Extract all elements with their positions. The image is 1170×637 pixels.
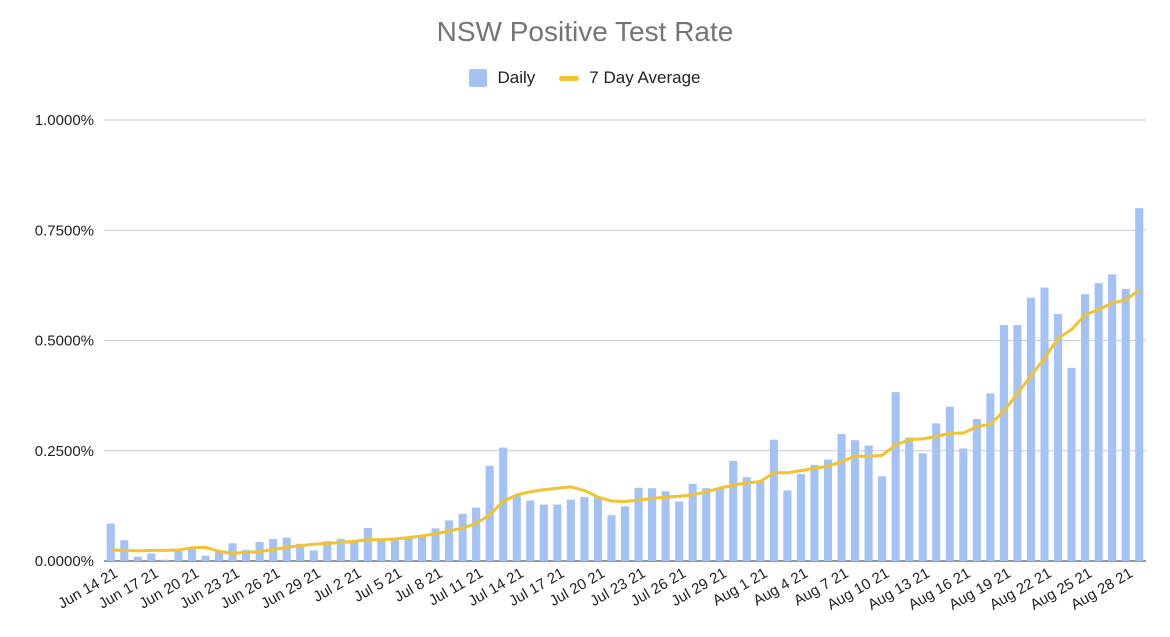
bar (201, 555, 210, 561)
bar (986, 393, 995, 561)
bar (796, 474, 805, 561)
bar (472, 507, 481, 561)
y-tick-label: 1.0000% (35, 112, 94, 129)
bar (959, 448, 968, 561)
bar (174, 549, 183, 561)
bar (553, 504, 562, 561)
bar (133, 556, 142, 561)
chart-title: NSW Positive Test Rate (436, 16, 734, 47)
legend-item-7day: 7 Day Average (559, 68, 701, 88)
legend-label-daily: Daily (497, 68, 536, 87)
bar (661, 491, 670, 561)
bar (499, 447, 508, 561)
bar (512, 494, 521, 561)
bar (1067, 367, 1076, 561)
bar (837, 433, 846, 561)
bar (1121, 288, 1130, 561)
bar (823, 459, 833, 561)
bar (905, 437, 914, 561)
bar (147, 553, 156, 561)
bar (390, 539, 400, 561)
bar (363, 527, 372, 561)
bar (431, 528, 440, 561)
legend-swatch-daily (469, 69, 488, 87)
bar (891, 392, 900, 561)
bar (377, 538, 386, 561)
bar (729, 460, 738, 561)
bar (932, 423, 941, 561)
bar (580, 497, 589, 561)
legend: Daily 7 Day Average (0, 68, 1170, 88)
bar (160, 559, 169, 561)
bar (918, 453, 927, 561)
bar (106, 523, 115, 561)
bar (1081, 294, 1090, 561)
bar (972, 418, 981, 561)
bar (1026, 297, 1036, 561)
average-line (110, 288, 1141, 555)
bar (323, 541, 332, 561)
bar (688, 483, 697, 561)
bar (445, 520, 454, 561)
y-tick-label: 0.7500% (35, 222, 94, 239)
bar (648, 488, 657, 561)
bar (282, 537, 291, 561)
bar (1053, 314, 1063, 561)
bar (878, 476, 887, 561)
y-tick-label: 0.5000% (35, 333, 94, 350)
bar (756, 481, 765, 561)
bar (620, 506, 630, 561)
bar (783, 490, 792, 561)
bar (999, 325, 1008, 561)
bar (296, 543, 305, 561)
bar (566, 499, 575, 561)
bar (607, 515, 616, 561)
bar (593, 497, 602, 561)
legend-item-daily: Daily (469, 68, 535, 88)
bar (458, 513, 467, 561)
bar (1135, 208, 1144, 561)
bar (1013, 325, 1022, 561)
bar (417, 536, 427, 561)
bar (1040, 287, 1049, 561)
legend-label-7day: 7 Day Average (589, 68, 701, 87)
bar (634, 487, 643, 561)
bar (526, 500, 535, 561)
bar (539, 504, 548, 561)
bar (945, 406, 954, 561)
bar (742, 477, 751, 561)
bar (1094, 283, 1103, 561)
bar (850, 440, 860, 561)
bar (675, 501, 684, 561)
bar (404, 538, 413, 561)
bar (350, 542, 359, 561)
y-tick-label: 0.2500% (35, 443, 94, 460)
legend-swatch-7day (559, 75, 580, 81)
bar (864, 445, 873, 561)
bar (309, 550, 318, 561)
bar (187, 549, 197, 561)
y-tick-label: 0.0000% (35, 553, 94, 570)
bar (702, 488, 711, 561)
bar (810, 464, 819, 561)
bar (1108, 274, 1117, 561)
bar (214, 552, 224, 561)
bar (715, 488, 724, 561)
bar (336, 538, 345, 561)
bar (242, 549, 251, 561)
bar (769, 439, 778, 561)
